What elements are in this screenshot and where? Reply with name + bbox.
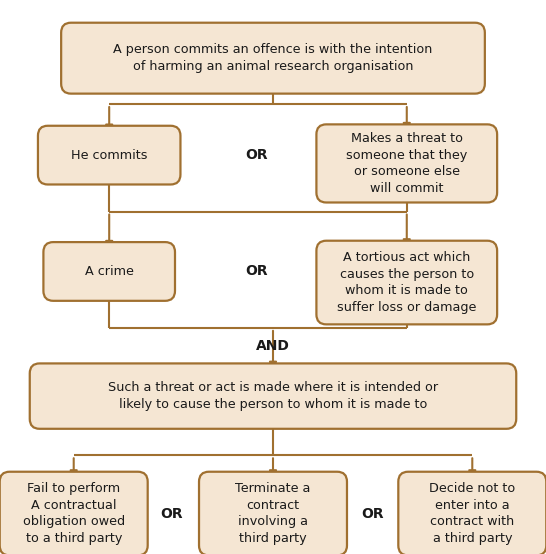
FancyBboxPatch shape bbox=[0, 472, 147, 554]
Text: A crime: A crime bbox=[85, 265, 134, 278]
Text: AND: AND bbox=[256, 339, 290, 353]
Text: OR: OR bbox=[245, 148, 268, 162]
Text: OR: OR bbox=[361, 506, 384, 521]
Text: Makes a threat to
someone that they
or someone else
will commit: Makes a threat to someone that they or s… bbox=[346, 132, 467, 194]
Text: Terminate a
contract
involving a
third party: Terminate a contract involving a third p… bbox=[235, 483, 311, 545]
Text: Fail to perform
A contractual
obligation owed
to a third party: Fail to perform A contractual obligation… bbox=[22, 483, 125, 545]
FancyBboxPatch shape bbox=[30, 363, 517, 429]
Text: A tortious act which
causes the person to
whom it is made to
suffer loss or dama: A tortious act which causes the person t… bbox=[337, 252, 477, 314]
FancyBboxPatch shape bbox=[317, 124, 497, 203]
FancyBboxPatch shape bbox=[61, 23, 485, 94]
Text: OR: OR bbox=[245, 264, 268, 279]
FancyBboxPatch shape bbox=[38, 126, 180, 184]
FancyBboxPatch shape bbox=[317, 240, 497, 325]
Text: Decide not to
enter into a
contract with
a third party: Decide not to enter into a contract with… bbox=[429, 483, 515, 545]
FancyBboxPatch shape bbox=[399, 472, 546, 554]
Text: He commits: He commits bbox=[71, 148, 147, 162]
Text: A person commits an offence is with the intention
of harming an animal research : A person commits an offence is with the … bbox=[114, 43, 432, 73]
FancyBboxPatch shape bbox=[44, 242, 175, 301]
Text: Such a threat or act is made where it is intended or
likely to cause the person : Such a threat or act is made where it is… bbox=[108, 381, 438, 411]
FancyBboxPatch shape bbox=[199, 472, 347, 554]
Text: OR: OR bbox=[161, 506, 183, 521]
